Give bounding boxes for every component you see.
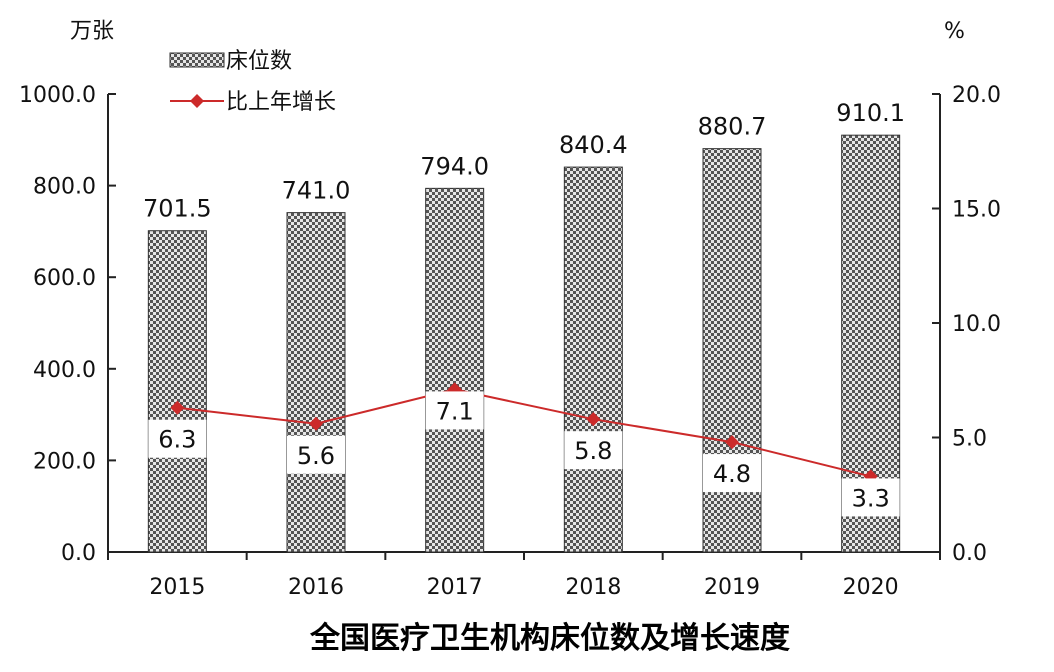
- growth-value-label: 3.3: [852, 484, 890, 512]
- left-tick-label: 200.0: [33, 449, 96, 474]
- left-tick-label: 600.0: [33, 266, 96, 291]
- growth-marker: [586, 412, 601, 427]
- bar-value-label: 701.5: [143, 195, 212, 223]
- growth-marker: [309, 416, 323, 431]
- left-axis-unit: 万张: [70, 19, 114, 44]
- bar-value-label: 840.4: [559, 131, 628, 159]
- growth-marker: [170, 400, 185, 415]
- axes: 0.0 200.0 400.0 600.0 800.0 1000.0 0.0 5.0 10.0 1…: [19, 83, 1001, 600]
- growth-value-box: [425, 391, 484, 430]
- data-labels: 701.5 741.0 794.0 840.4 880.7 910.1 6.3 5.6 7.1 5…: [143, 99, 905, 517]
- left-tick-label: 1000.0: [19, 83, 96, 108]
- x-tick-label: 2015: [149, 575, 205, 600]
- right-tick-label: 10.0: [952, 312, 1001, 337]
- x-tick-label: 2020: [843, 575, 899, 600]
- growth-marker: [725, 435, 739, 450]
- right-axis-unit: %: [944, 19, 965, 44]
- bar: [425, 187, 485, 553]
- growth-value-label: 5.6: [297, 442, 335, 470]
- growth-value-box: [564, 431, 623, 470]
- x-tick-label: 2018: [565, 575, 621, 600]
- chart-title: 全国医疗卫生机构床位数及增长速度: [309, 621, 790, 656]
- growth-value-label: 7.1: [436, 397, 474, 425]
- legend-bar-swatch: [169, 52, 225, 68]
- legend-line-marker: [190, 94, 204, 108]
- right-tick-label: 15.0: [952, 198, 1001, 223]
- x-tick-label: 2017: [427, 575, 483, 600]
- bar-value-label: 794.0: [420, 152, 489, 180]
- x-tick-label: 2019: [704, 575, 760, 600]
- legend-line-label: 比上年增长: [226, 90, 336, 115]
- left-tick-label: 0.0: [61, 541, 96, 566]
- growth-value-label: 5.8: [574, 437, 612, 465]
- bar: [286, 212, 346, 553]
- left-tick-label: 800.0: [33, 175, 96, 200]
- growth-polyline: [177, 388, 871, 478]
- right-tick-label: 20.0: [952, 83, 1001, 108]
- bar: [563, 166, 623, 553]
- growth-value-label: 4.8: [713, 460, 751, 488]
- growth-value-label: 6.3: [158, 426, 196, 454]
- bar-value-label: 880.7: [698, 113, 767, 141]
- bar-value-label: 910.1: [836, 99, 905, 127]
- left-tick-label: 400.0: [33, 358, 96, 383]
- legend: 床位数 比上年增长: [169, 49, 336, 115]
- growth-value-box: [148, 419, 207, 458]
- growth-value-box: [703, 454, 761, 493]
- growth-value-box: [841, 478, 900, 517]
- right-tick-label: 5.0: [952, 427, 987, 452]
- bar: [147, 230, 207, 553]
- bar-value-label: 741.0: [282, 177, 351, 205]
- bars: [147, 134, 901, 553]
- x-tick-label: 2016: [288, 575, 344, 600]
- growth-value-box: [287, 435, 345, 474]
- legend-bar-label: 床位数: [226, 49, 292, 74]
- growth-line: [170, 382, 878, 484]
- right-tick-label: 0.0: [952, 541, 987, 566]
